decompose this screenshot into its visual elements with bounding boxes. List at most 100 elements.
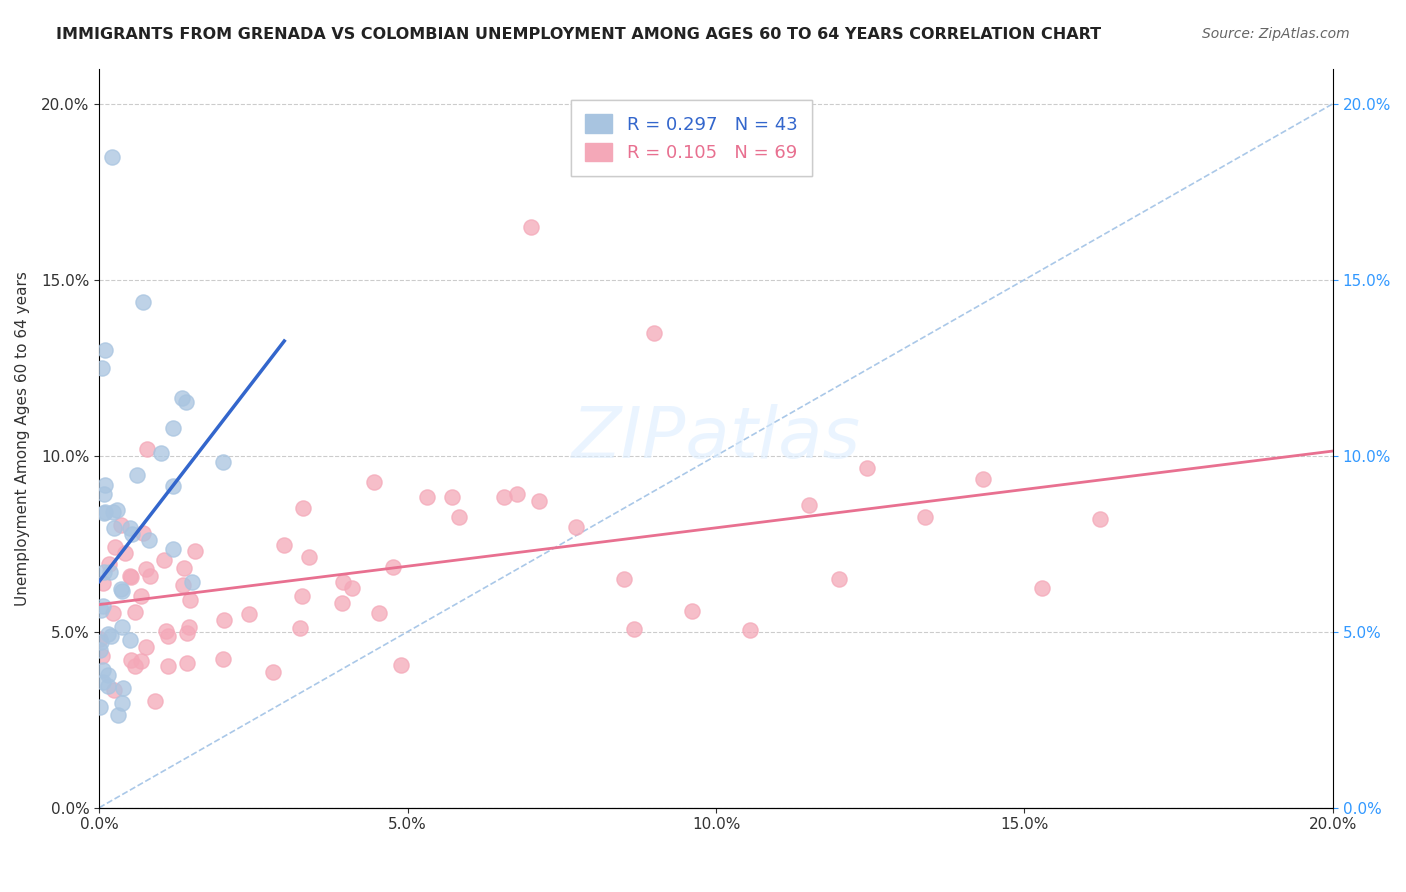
Point xyxy=(97,679,120,693)
Point xyxy=(91,576,114,591)
Point xyxy=(120,653,142,667)
Point xyxy=(382,560,405,574)
Point xyxy=(441,491,464,505)
Point xyxy=(107,707,129,722)
Point xyxy=(856,461,879,475)
Point xyxy=(100,629,122,643)
Point xyxy=(447,509,470,524)
Point xyxy=(211,455,233,469)
Point xyxy=(93,487,115,501)
Point xyxy=(172,578,194,592)
Point xyxy=(111,681,134,696)
Point xyxy=(643,326,665,340)
Point xyxy=(288,621,311,635)
Point xyxy=(623,622,645,636)
Point xyxy=(111,696,134,710)
Text: Source: ZipAtlas.com: Source: ZipAtlas.com xyxy=(1202,27,1350,41)
Point xyxy=(180,575,202,590)
Point xyxy=(111,583,134,598)
Point xyxy=(298,549,321,564)
Point xyxy=(389,658,412,673)
Point xyxy=(132,294,155,309)
Point xyxy=(138,533,160,548)
Point xyxy=(90,603,112,617)
Y-axis label: Unemployment Among Ages 60 to 64 years: Unemployment Among Ages 60 to 64 years xyxy=(15,270,30,606)
Legend: R = 0.297   N = 43, R = 0.105   N = 69: R = 0.297 N = 43, R = 0.105 N = 69 xyxy=(571,100,813,177)
Point xyxy=(110,582,132,597)
Point xyxy=(797,498,820,512)
Point xyxy=(155,624,177,638)
Point xyxy=(172,391,194,405)
Point xyxy=(103,683,125,698)
Point xyxy=(120,569,142,583)
Point xyxy=(179,592,201,607)
Point xyxy=(740,623,762,637)
Point xyxy=(332,597,354,611)
Point xyxy=(90,634,112,648)
Text: IMMIGRANTS FROM GRENADA VS COLOMBIAN UNEMPLOYMENT AMONG AGES 60 TO 64 YEARS CORR: IMMIGRANTS FROM GRENADA VS COLOMBIAN UNE… xyxy=(56,27,1101,42)
Point xyxy=(139,569,162,583)
Point xyxy=(174,394,197,409)
Point xyxy=(143,693,166,707)
Point xyxy=(105,502,128,516)
Point xyxy=(273,537,295,551)
Point xyxy=(173,560,195,574)
Point xyxy=(94,477,117,491)
Point xyxy=(93,565,115,579)
Point xyxy=(179,620,201,634)
Point xyxy=(520,219,543,234)
Point xyxy=(153,553,176,567)
Point xyxy=(506,487,529,501)
Point xyxy=(342,581,364,595)
Point xyxy=(118,633,141,648)
Point xyxy=(89,700,111,714)
Point xyxy=(176,626,198,640)
Point xyxy=(291,501,314,516)
Point xyxy=(89,643,111,657)
Point xyxy=(184,543,207,558)
Point xyxy=(212,613,235,627)
Point xyxy=(118,520,141,534)
Point xyxy=(914,509,936,524)
Point xyxy=(1031,582,1053,596)
Point xyxy=(564,520,586,534)
Point xyxy=(494,490,516,504)
Point xyxy=(93,506,115,520)
Point xyxy=(111,620,134,634)
Point xyxy=(132,526,155,541)
Point xyxy=(136,442,159,456)
Point xyxy=(110,517,132,532)
Point xyxy=(367,607,389,621)
Point xyxy=(103,606,125,620)
Point xyxy=(156,659,179,673)
Point xyxy=(149,445,172,459)
Point xyxy=(363,475,385,490)
Point xyxy=(972,472,994,486)
Point xyxy=(104,540,127,554)
Point xyxy=(97,627,120,641)
Point xyxy=(162,479,184,493)
Point xyxy=(91,663,114,677)
Point xyxy=(127,468,149,483)
Point xyxy=(529,494,551,508)
Point xyxy=(131,654,153,668)
Point xyxy=(176,656,198,670)
Point xyxy=(1088,512,1111,526)
Point xyxy=(162,541,184,556)
Point xyxy=(416,490,439,504)
Point xyxy=(332,575,354,590)
Point xyxy=(124,659,146,673)
Point xyxy=(89,632,111,646)
Point xyxy=(100,149,122,163)
Point xyxy=(135,562,157,576)
Point xyxy=(612,572,634,586)
Point xyxy=(681,604,703,618)
Point xyxy=(100,565,122,579)
Point xyxy=(135,640,157,654)
Point xyxy=(262,665,284,679)
Point xyxy=(124,605,146,619)
Point xyxy=(97,668,120,682)
Point xyxy=(114,546,136,560)
Point xyxy=(98,558,121,572)
Point xyxy=(121,526,143,541)
